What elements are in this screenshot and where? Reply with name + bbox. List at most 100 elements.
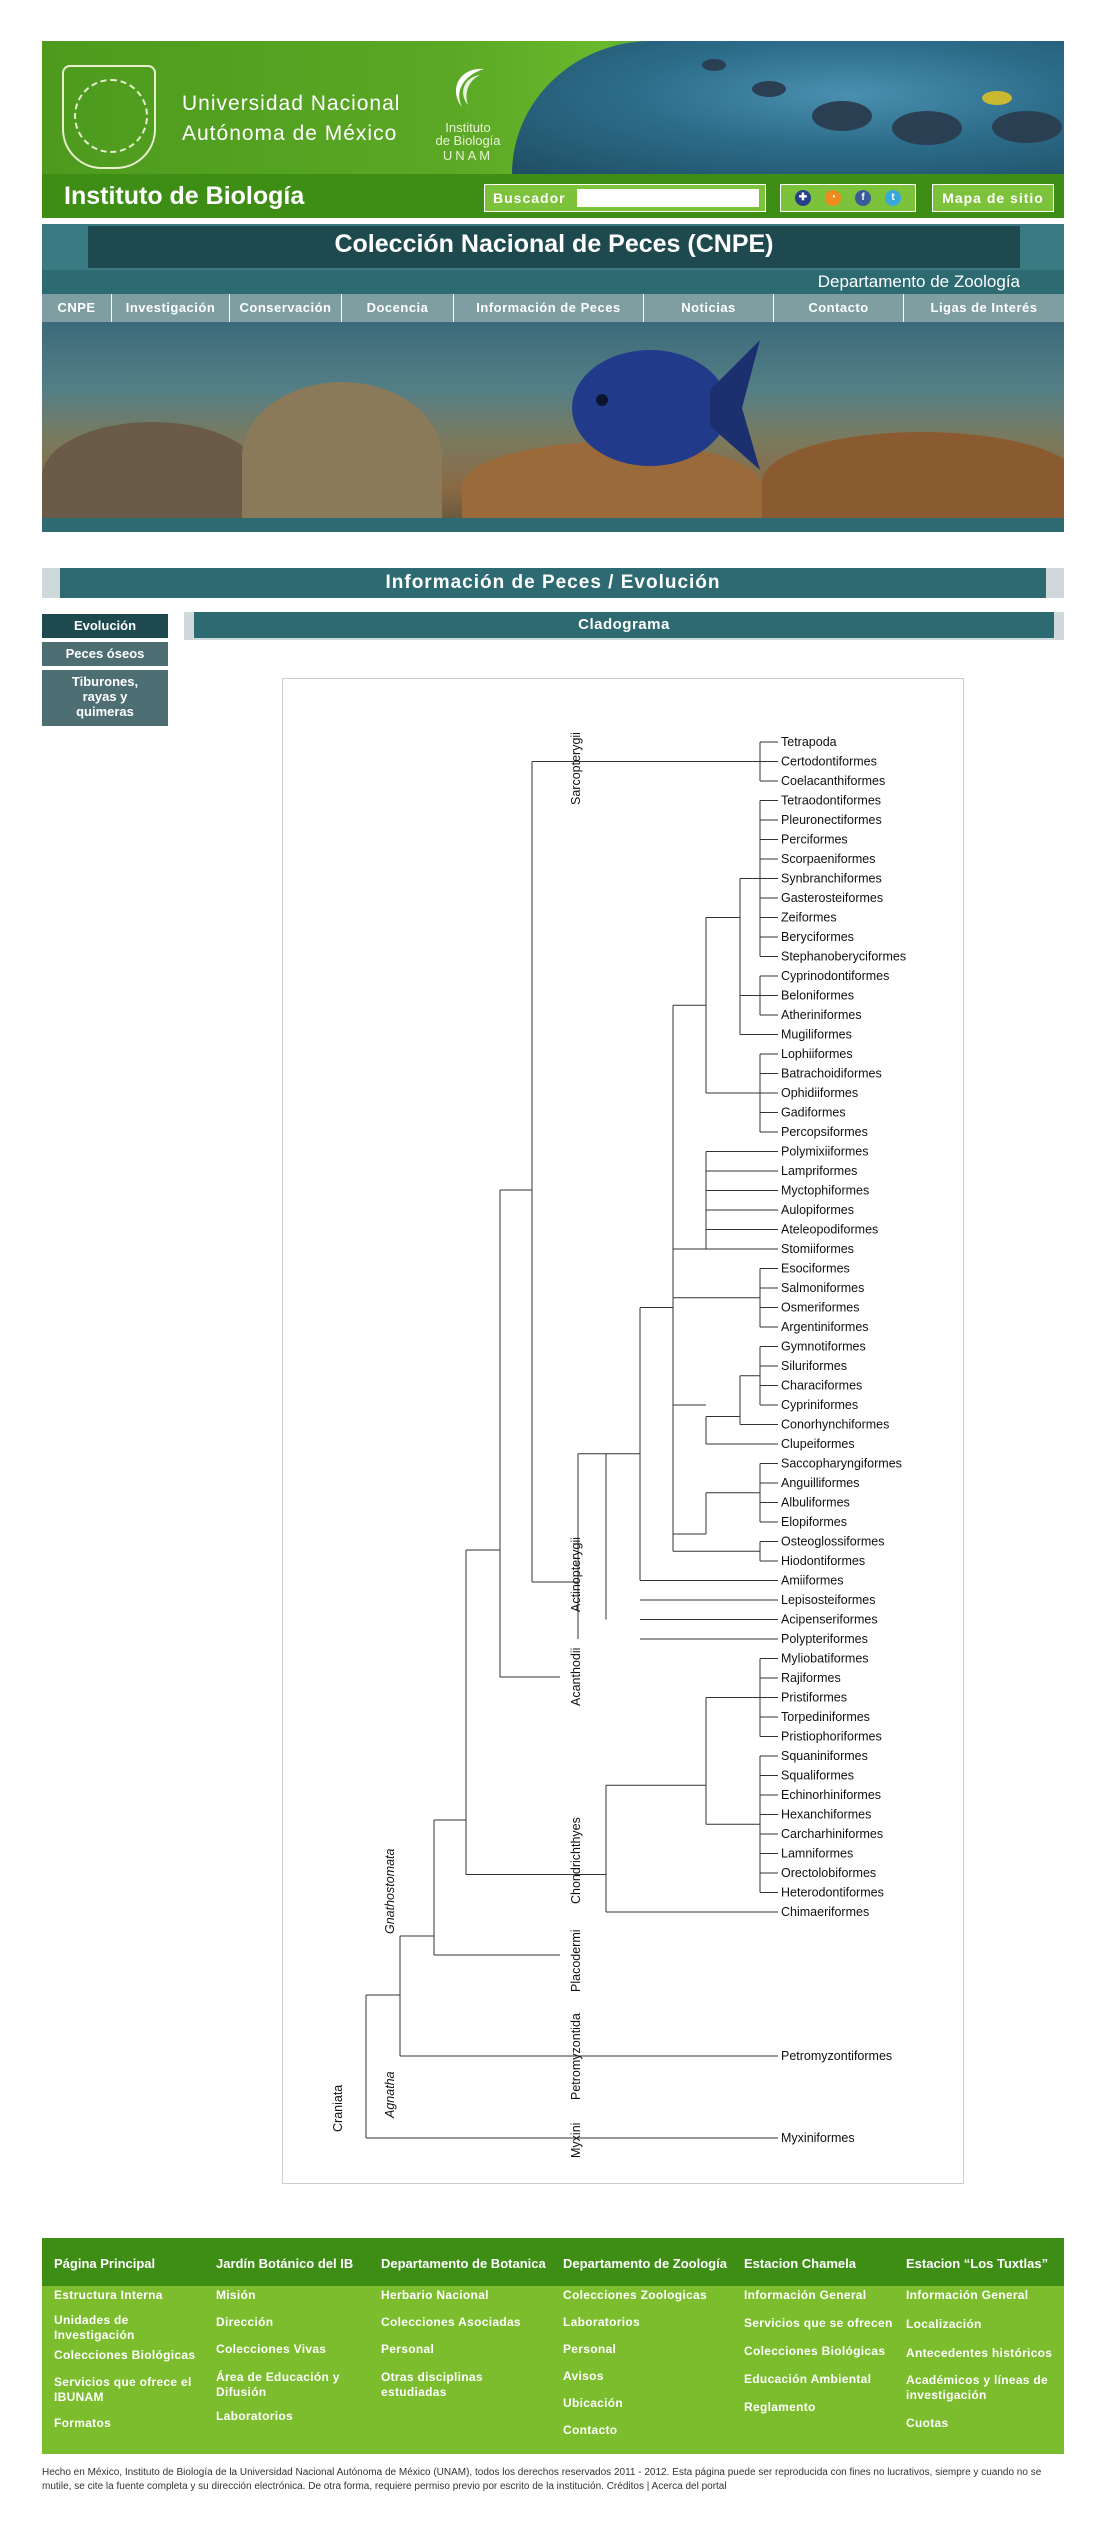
taxon-label: Pleuronectiformes: [781, 813, 882, 827]
taxon-label: Cypriniformes: [781, 1398, 858, 1412]
nav-item-ligas[interactable]: Ligas de Interés: [930, 300, 1038, 315]
taxon-label: Salmoniformes: [781, 1281, 864, 1295]
footer-heading[interactable]: Departamento de Botanica: [381, 2256, 546, 2271]
footer-link[interactable]: Laboratorios: [563, 2315, 640, 2329]
footer-link[interactable]: Laboratorios: [216, 2409, 293, 2423]
footer-link[interactable]: Área de Educación y Difusión: [216, 2370, 340, 2399]
footer-link[interactable]: Colecciones Zoologicas: [563, 2288, 707, 2302]
main-nav: CNPE Investigación Conservación Docencia…: [42, 294, 1064, 322]
footer-link[interactable]: Avisos: [563, 2369, 604, 2383]
footer-link[interactable]: Colecciones Vivas: [216, 2342, 327, 2356]
taxon-label: Myxiniformes: [781, 2131, 855, 2145]
clade-label: Myxini: [569, 2123, 583, 2158]
clade-label: Sarcopterygii: [569, 732, 583, 805]
taxon-label: Amiiformes: [781, 1574, 844, 1588]
sidebar-item-tiburones[interactable]: Tiburones, rayas y quimeras: [42, 670, 168, 726]
footer-heading[interactable]: Estacion “Los Tuxtlas”: [906, 2256, 1049, 2271]
footer-heading[interactable]: Estacion Chamela: [744, 2256, 856, 2271]
unam-logo[interactable]: [62, 65, 156, 169]
nav-item-docencia[interactable]: Docencia: [342, 294, 454, 322]
cladogram-frame: Tetrapoda Certodontiformes Coelacanthiform…: [282, 678, 964, 2184]
twitter-icon[interactable]: t: [885, 190, 901, 206]
sidebar-item-peces-oseos[interactable]: Peces óseos: [42, 642, 168, 666]
footer-link[interactable]: Académicos y líneas de investigación: [906, 2373, 1048, 2402]
rss-icon[interactable]: ◔: [825, 190, 841, 206]
taxon-label: Mugiliformes: [781, 1028, 852, 1042]
footer-heading[interactable]: Página Principal: [54, 2256, 156, 2271]
taxon-label: Saccopharyngiformes: [781, 1457, 902, 1471]
footer-link[interactable]: Otras disciplinas estudiadas: [381, 2370, 483, 2399]
taxon-label: Orectolobiformes: [781, 1866, 876, 1880]
footer-link[interactable]: Estructura Interna: [54, 2288, 163, 2302]
unam-name: Universidad Nacional Autónoma de México: [182, 89, 400, 149]
taxon-label: Lamniformes: [781, 1847, 853, 1861]
taxon-label: Polypteriformes: [781, 1632, 868, 1646]
taxon-label: Conorhynchiformes: [781, 1418, 889, 1432]
fish-illustration: [572, 340, 760, 470]
search-box: Buscador: [484, 184, 766, 212]
footer-heading[interactable]: Departamento de Zoología: [563, 2256, 727, 2271]
footer-link[interactable]: Educación Ambiental: [744, 2372, 872, 2386]
sitemap-button[interactable]: Mapa de sitio: [932, 184, 1054, 212]
taxon-label: Siluriformes: [781, 1359, 847, 1373]
footer-link[interactable]: Personal: [563, 2342, 617, 2356]
clade-label: Actinopterygii: [569, 1537, 583, 1612]
institute-title[interactable]: Instituto de Biología: [64, 182, 305, 210]
ib-logo-line1: Instituto: [445, 120, 491, 135]
taxon-label: Aulopiformes: [781, 1203, 854, 1217]
nav-item-cnpe[interactable]: CNPE: [42, 294, 112, 322]
taxon-label: Squaliformes: [781, 1769, 854, 1783]
taxon-label: Pristiformes: [781, 1691, 847, 1705]
footer-link[interactable]: Servicios que ofrece el IBUNAM: [54, 2375, 192, 2404]
taxon-label: Petromyzontiformes: [781, 2049, 892, 2063]
taxon-label: Scorpaeniformes: [781, 852, 876, 866]
footer-link[interactable]: Información General: [744, 2288, 867, 2302]
taxon-label: Atheriniformes: [781, 1008, 862, 1022]
nav-item-contacto[interactable]: Contacto: [774, 294, 904, 322]
nav-item-conservacion[interactable]: Conservación: [230, 294, 342, 322]
footer-link[interactable]: Colecciones Biológicas: [54, 2348, 196, 2362]
taxon-label: Stomiiformes: [781, 1242, 854, 1256]
nav-item-informacion-peces[interactable]: Información de Peces: [454, 294, 644, 322]
footer-link[interactable]: Misión: [216, 2288, 256, 2302]
sidebar-item-evolucion[interactable]: Evolución: [42, 614, 168, 638]
taxon-label: Chimaeriformes: [781, 1905, 869, 1919]
taxon-label: Myctophiformes: [781, 1184, 869, 1198]
footer-link[interactable]: Servicios que se ofrecen: [744, 2316, 893, 2330]
footer-link[interactable]: Información General: [906, 2288, 1029, 2302]
taxon-label: Cyprinodontiformes: [781, 969, 889, 983]
taxon-label: Gasterosteiformes: [781, 891, 883, 905]
section-title: Información de Peces / Evolución: [385, 572, 721, 593]
clade-label: Agnatha: [383, 2071, 397, 2119]
department-bar: [42, 270, 1064, 294]
ib-logo-icon[interactable]: [440, 63, 496, 119]
footer-link[interactable]: Dirección: [216, 2315, 274, 2329]
nav-item-investigacion[interactable]: Investigación: [112, 294, 230, 322]
taxon-label: Heterodontiformes: [781, 1886, 884, 1900]
footer-link[interactable]: Colecciones Asociadas: [381, 2315, 521, 2329]
footer-link[interactable]: Contacto: [563, 2423, 618, 2437]
footer-link[interactable]: Cuotas: [906, 2416, 949, 2430]
footer-link[interactable]: Colecciones Biológicas: [744, 2344, 886, 2358]
footer-link[interactable]: Formatos: [54, 2416, 112, 2430]
footer-link[interactable]: Unidades de Investigación: [54, 2313, 135, 2342]
footer-link[interactable]: Reglamento: [744, 2400, 816, 2414]
footer-link[interactable]: Localización: [906, 2317, 982, 2331]
taxon-label: Anguilliformes: [781, 1476, 860, 1490]
taxon-label: Ophidiiformes: [781, 1086, 858, 1100]
search-input[interactable]: [577, 189, 759, 207]
uk-flag-icon[interactable]: ✚: [795, 190, 811, 206]
taxon-label: Torpediniformes: [781, 1710, 870, 1724]
taxon-label: Clupeiformes: [781, 1437, 855, 1451]
footer-heading[interactable]: Jardín Botánico del IB: [216, 2256, 354, 2271]
footer-link[interactable]: Antecedentes históricos: [906, 2346, 1053, 2360]
facebook-icon[interactable]: f: [855, 190, 871, 206]
nav-item-noticias[interactable]: Noticias: [644, 294, 774, 322]
clade-label: Craniata: [331, 2085, 345, 2132]
taxon-label: Albuliformes: [781, 1496, 850, 1510]
footer-link[interactable]: Ubicación: [563, 2396, 624, 2410]
search-label: Buscador: [493, 190, 566, 206]
footer-link[interactable]: Personal: [381, 2342, 435, 2356]
footer-link[interactable]: Herbario Nacional: [381, 2288, 489, 2302]
legal-text: Hecho en México, Instituto de Biología d…: [42, 2467, 1042, 2492]
